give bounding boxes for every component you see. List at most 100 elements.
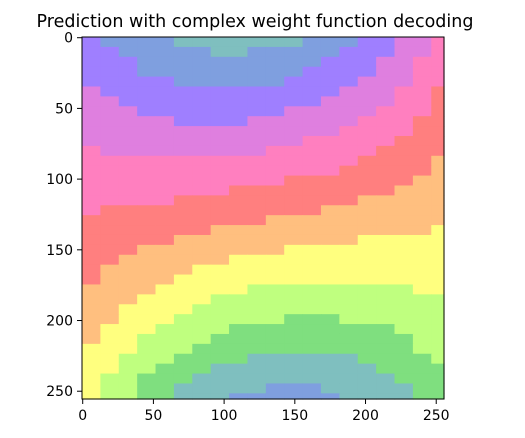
heatmap-cell — [357, 304, 377, 315]
heatmap-cell — [431, 333, 445, 345]
heatmap-cell — [284, 145, 304, 157]
heatmap-cell — [100, 205, 120, 216]
heatmap-cell — [192, 175, 212, 187]
heatmap-cell — [302, 244, 322, 256]
heatmap-cell — [247, 304, 267, 315]
heatmap-cell — [412, 195, 432, 206]
heatmap-cell — [394, 76, 414, 88]
heatmap-cell — [82, 165, 101, 177]
heatmap-cell — [431, 304, 445, 315]
heatmap-cell — [247, 393, 267, 400]
heatmap-cell — [376, 185, 396, 196]
heatmap-cell — [265, 314, 285, 325]
heatmap-cell — [284, 274, 304, 286]
heatmap-cell — [247, 66, 267, 78]
heatmap-cell — [229, 116, 249, 127]
heatmap-cell — [376, 284, 396, 295]
heatmap-cell — [431, 225, 445, 236]
heatmap-cell — [137, 185, 157, 196]
heatmap-cell — [320, 165, 340, 177]
heatmap-cell — [192, 135, 212, 147]
heatmap-cell — [412, 86, 432, 97]
heatmap-cell — [210, 126, 230, 137]
heatmap-cell — [173, 324, 193, 335]
heatmap-cell — [173, 145, 193, 157]
heatmap-cell — [82, 373, 101, 385]
heatmap-cell — [82, 314, 101, 325]
heatmap-cell — [192, 76, 212, 88]
heatmap-cell — [302, 373, 322, 385]
heatmap-cell — [394, 37, 414, 48]
heatmap-cell — [357, 254, 377, 266]
heatmap-cell — [155, 274, 175, 286]
heatmap-cell — [431, 195, 445, 206]
heatmap-cell — [431, 46, 445, 58]
heatmap-cell — [137, 175, 157, 187]
heatmap-cell — [229, 46, 249, 58]
heatmap-cell — [320, 195, 340, 206]
heatmap-cell — [118, 37, 138, 48]
heatmap-cell — [339, 284, 359, 295]
heatmap-cell — [339, 314, 359, 325]
heatmap-cell — [173, 284, 193, 295]
heatmap-cell — [265, 254, 285, 266]
heatmap-cell — [247, 195, 267, 206]
heatmap-cell — [431, 284, 445, 295]
heatmap-cell — [394, 126, 414, 137]
heatmap-cell — [376, 135, 396, 147]
heatmap-cell — [302, 383, 322, 394]
heatmap-cell — [100, 274, 120, 286]
heatmap-cell — [155, 86, 175, 97]
heatmap-cell — [192, 96, 212, 107]
heatmap-cell — [192, 333, 212, 345]
heatmap-cell — [100, 284, 120, 295]
heatmap-cell — [82, 106, 101, 117]
heatmap-cell — [339, 264, 359, 276]
heatmap-cell — [302, 274, 322, 286]
heatmap-cell — [155, 353, 175, 365]
heatmap-cell — [320, 155, 340, 167]
heatmap-cell — [431, 274, 445, 286]
heatmap-cell — [412, 393, 432, 400]
heatmap-cell — [357, 363, 377, 375]
heatmap-cell — [82, 76, 101, 88]
heatmap-cell — [412, 135, 432, 147]
heatmap-cell — [339, 96, 359, 107]
heatmap-cell — [229, 383, 249, 394]
heatmap-cell — [118, 225, 138, 236]
heatmap-cell — [137, 264, 157, 276]
heatmap-cell — [82, 155, 101, 167]
heatmap-cell — [137, 37, 157, 48]
heatmap-cell — [265, 46, 285, 58]
heatmap-cell — [357, 145, 377, 157]
heatmap-cell — [137, 135, 157, 147]
heatmap-cell — [302, 56, 322, 68]
heatmap-cell — [320, 106, 340, 117]
heatmap-cell — [412, 106, 432, 117]
heatmap-cell — [137, 244, 157, 256]
heatmap-cell — [431, 135, 445, 147]
x-tick-label: 100 — [211, 408, 238, 424]
heatmap-cell — [210, 56, 230, 68]
heatmap-cell — [284, 383, 304, 394]
heatmap-cell — [412, 205, 432, 216]
heatmap-cell — [100, 225, 120, 236]
heatmap-cell — [376, 116, 396, 127]
heatmap-cell — [247, 135, 267, 147]
heatmap-cell — [431, 165, 445, 177]
heatmap-cell — [173, 96, 193, 107]
heatmap-cell — [412, 46, 432, 58]
heatmap-cell — [431, 37, 445, 48]
heatmap-cell — [137, 46, 157, 58]
heatmap-cell — [118, 76, 138, 88]
heatmap-cell — [100, 106, 120, 117]
heatmap-cell — [229, 37, 249, 48]
heatmap-cell — [412, 56, 432, 68]
heatmap-cell — [192, 165, 212, 177]
heatmap-cell — [229, 135, 249, 147]
heatmap-cell — [247, 37, 267, 48]
heatmap-cell — [376, 304, 396, 315]
heatmap-cell — [265, 145, 285, 157]
heatmap-cell — [431, 393, 445, 400]
heatmap-cell — [339, 145, 359, 157]
